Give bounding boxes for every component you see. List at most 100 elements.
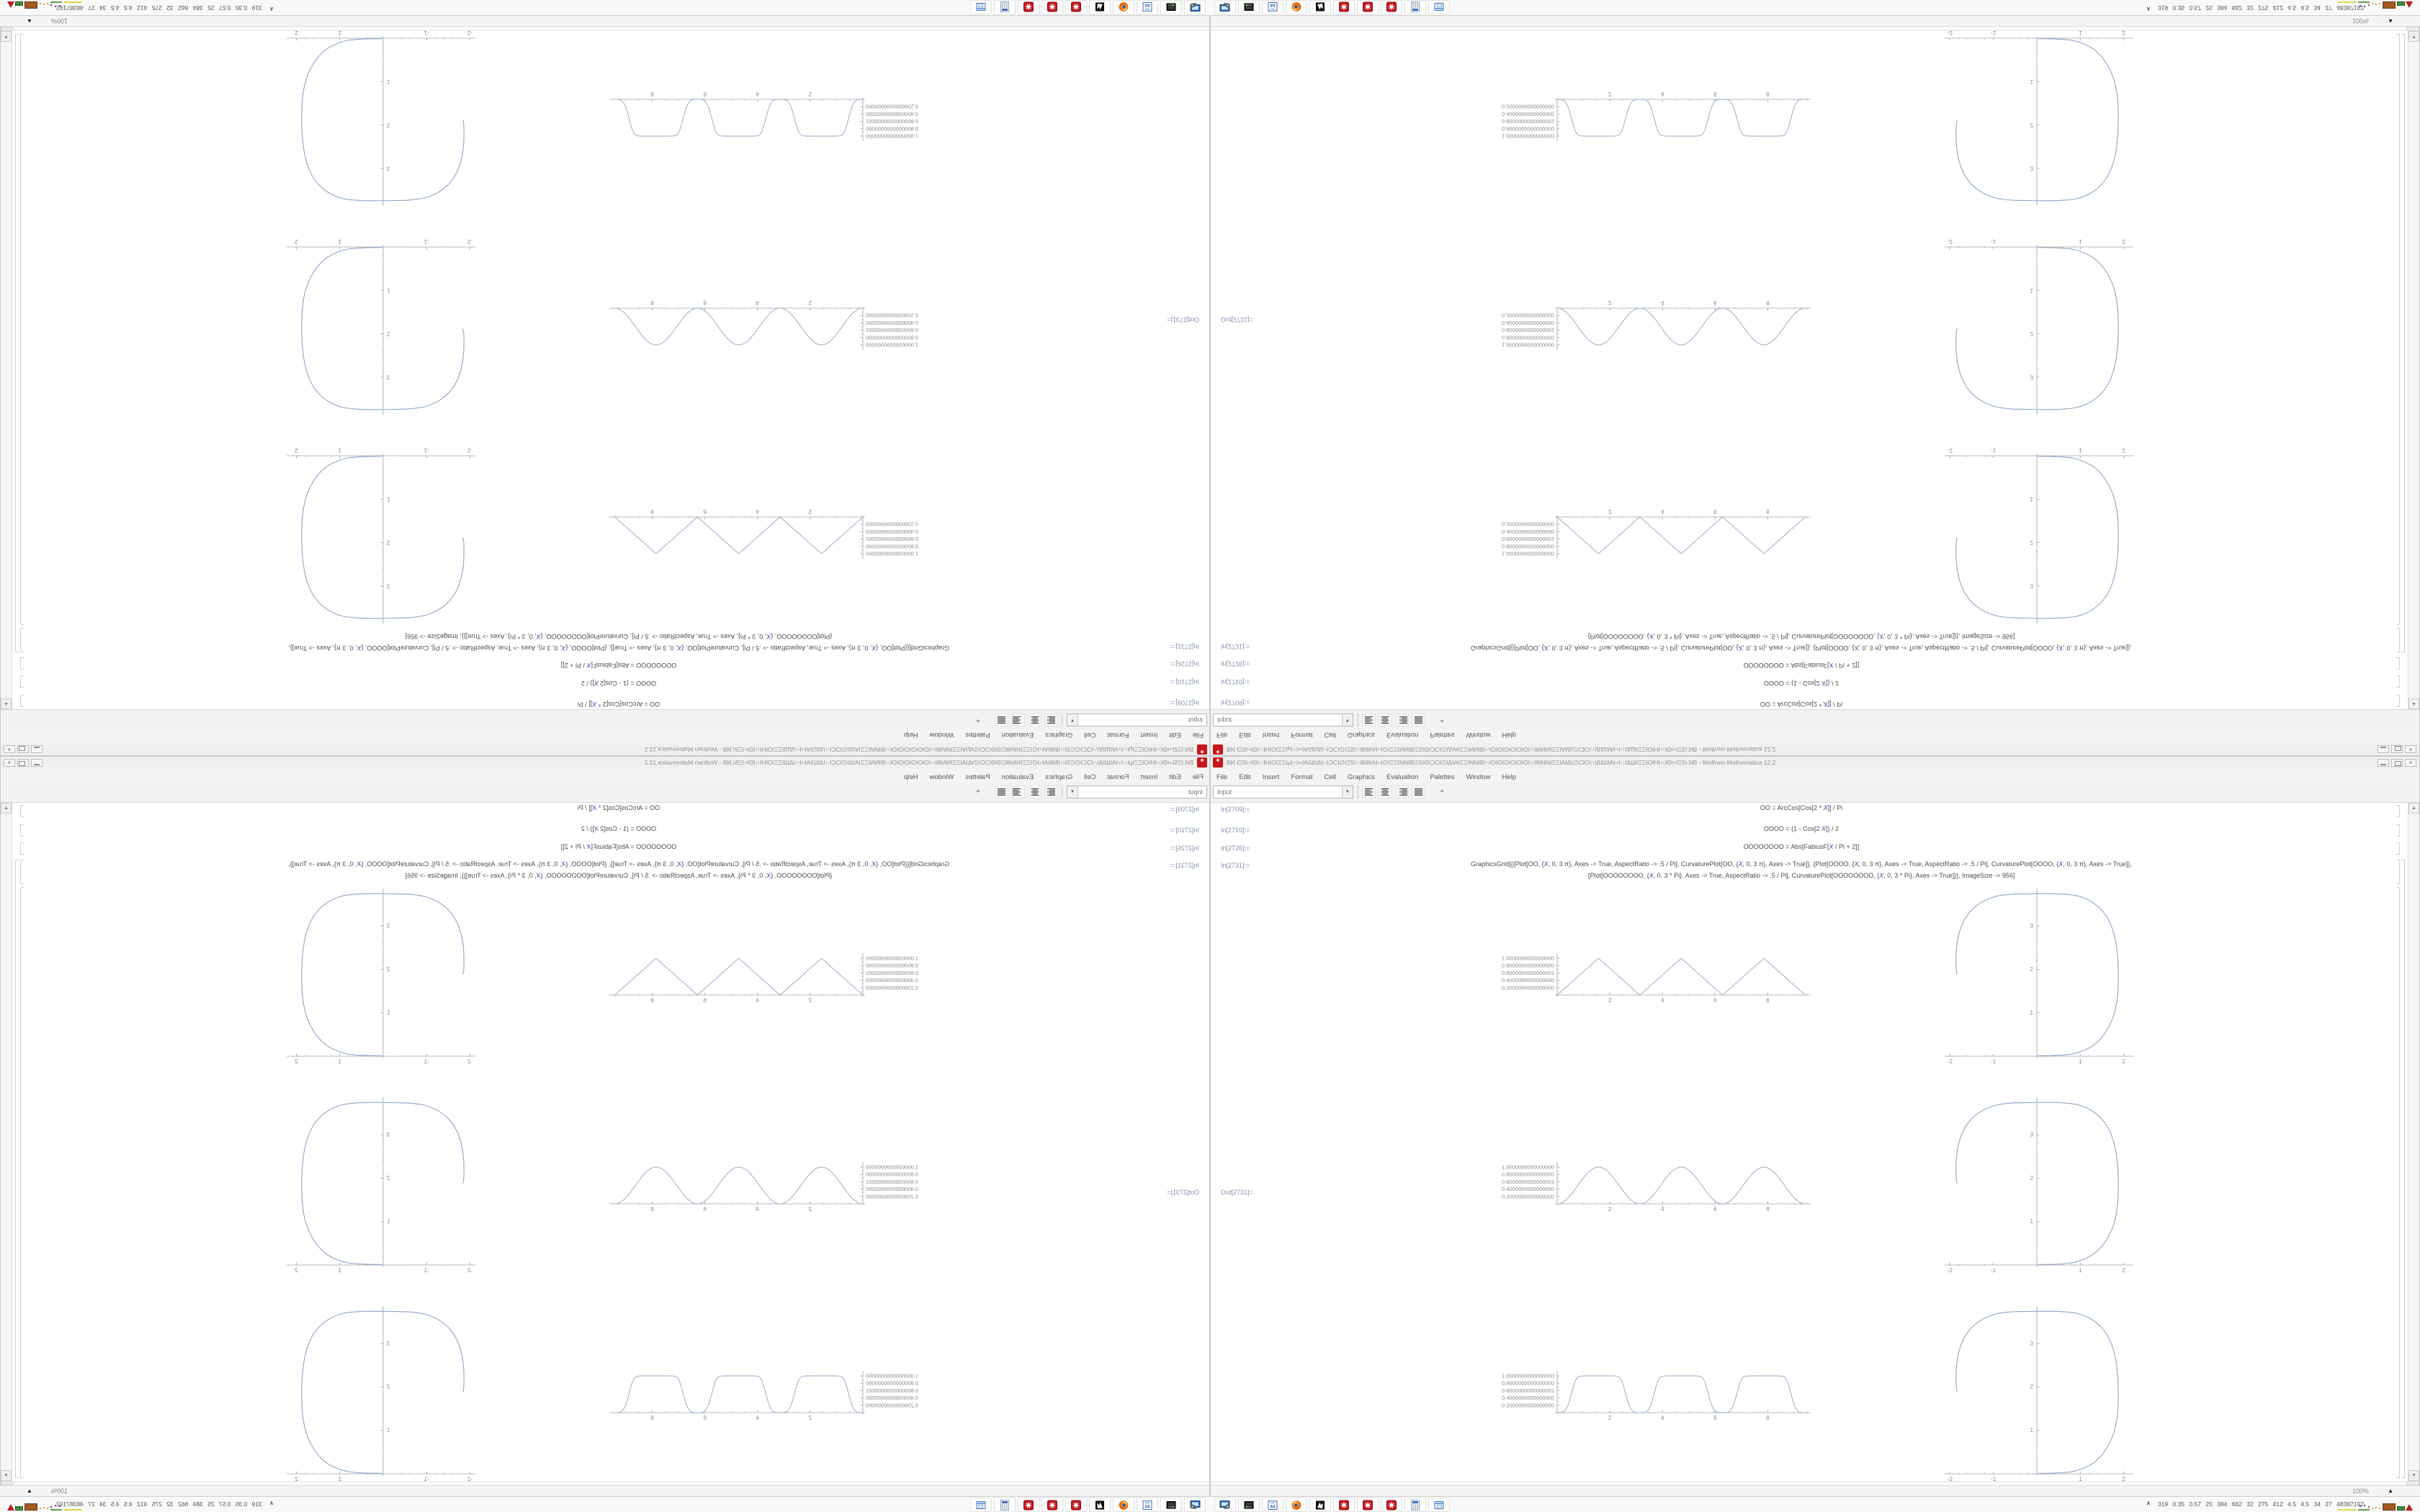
chevron-down-icon[interactable]: ▼: [1342, 714, 1353, 726]
menu-item-file[interactable]: File: [1216, 731, 1228, 739]
cell-style-dropdown[interactable]: Input ▼: [1067, 714, 1207, 726]
restore-button[interactable]: [2391, 759, 2403, 767]
chevron-down-icon[interactable]: ▼: [1067, 786, 1078, 798]
close-button[interactable]: ×: [4, 745, 15, 753]
taskbar-icon-backup-64[interactable]: 64: [1262, 0, 1283, 14]
taskbar-icon-firefox[interactable]: [1286, 1498, 1307, 1512]
taskbar-icon-mathematica-3[interactable]: [1381, 1498, 1402, 1512]
input-cell-2709[interactable]: OO = ArcCos[Cos[2 * X]] / Pi: [1760, 804, 1843, 811]
menu-item-edit[interactable]: Edit: [1169, 731, 1181, 739]
input-cell-2709[interactable]: OO = ArcCos[Cos[2 * X]] / Pi: [577, 804, 660, 811]
menu-item-cell[interactable]: Cell: [1084, 731, 1096, 739]
cell-bracket[interactable]: [2396, 695, 2400, 707]
close-button[interactable]: ×: [4, 759, 15, 767]
taskbar-icon-disk-utility[interactable]: [1160, 0, 1182, 14]
output-cell-bracket[interactable]: [2396, 34, 2400, 625]
magnification-value[interactable]: 100%: [51, 17, 68, 24]
cell-bracket[interactable]: [20, 860, 24, 884]
taskbar-icon-mathematica-3[interactable]: [1381, 0, 1402, 14]
title-bar[interactable]: * ВИ.ΙΞ5Ι÷ΙΘΙ∩ΙΗΙΟΙΞΞΙμΙ∩Ι÷ΙΑΙШΙΔΙ∩ΙƆCΙ∅…: [1211, 757, 2419, 769]
menu-item-help[interactable]: Help: [904, 731, 918, 739]
horizontal-scrollbar[interactable]: [1211, 27, 2408, 31]
input-cell-2710[interactable]: OOOO = (1 - Cos[2 X]) / 2: [1763, 680, 1839, 687]
taskbar-icon-virtual-desktop[interactable]: [1428, 0, 1450, 14]
align-justify-icon[interactable]: [1412, 786, 1425, 798]
restore-button[interactable]: [2391, 745, 2403, 753]
cell-bracket[interactable]: [2396, 657, 2400, 670]
toolbar-collapse-arrow-icon[interactable]: ◂: [977, 718, 980, 725]
cell-bracket[interactable]: [20, 675, 24, 688]
cell-bracket[interactable]: [2396, 675, 2400, 688]
cell-bracket[interactable]: [20, 842, 24, 855]
horizontal-scrollbar[interactable]: [1211, 1481, 2408, 1485]
tray-chevron-icon[interactable]: ∧: [269, 1500, 274, 1506]
cell-bracket[interactable]: [20, 695, 24, 707]
cell-group-bracket[interactable]: [2401, 34, 2405, 652]
taskbar-icon-firefox[interactable]: [1113, 0, 1134, 14]
magnification-menu-icon[interactable]: ▲: [2388, 18, 2393, 24]
menu-item-window[interactable]: Window: [929, 731, 954, 739]
taskbar-icon-firefox[interactable]: [1286, 0, 1307, 14]
cell-style-dropdown[interactable]: Input ▼: [1213, 714, 1353, 726]
minimize-button[interactable]: [31, 759, 42, 767]
input-cell-2709[interactable]: OO = ArcCos[Cos[2 * X]] / Pi: [577, 701, 660, 708]
cell-group-bracket[interactable]: [15, 34, 19, 652]
toolbar-collapse-arrow-icon[interactable]: ◂: [977, 787, 980, 794]
taskbar-icon-calculator[interactable]: [1404, 1498, 1426, 1512]
cell-style-dropdown[interactable]: Input ▼: [1067, 786, 1207, 798]
toolbar-collapse-arrow-icon[interactable]: ◂: [1440, 718, 1443, 725]
output-cell-bracket[interactable]: [20, 887, 24, 1478]
align-right-icon[interactable]: [1011, 786, 1025, 798]
taskbar-icon-calculator[interactable]: [994, 1498, 1016, 1512]
cell-bracket[interactable]: [2396, 628, 2400, 652]
input-cell-2731-line2[interactable]: {Plot[OOOOOOOO, {X, 0, 3 * Pi}, Axes -> …: [1587, 633, 2015, 640]
taskbar-icon-disk-utility[interactable]: [1238, 0, 1260, 14]
align-justify-icon[interactable]: [995, 714, 1008, 726]
scroll-up-icon[interactable]: ▲: [2408, 803, 2419, 814]
input-cell-2731-line2[interactable]: {Plot[OOOOOOOO, {X, 0, 3 * Pi}, Axes -> …: [405, 872, 833, 879]
menu-item-palettes[interactable]: Palettes: [1430, 773, 1455, 781]
menu-item-insert[interactable]: Insert: [1262, 731, 1280, 739]
taskbar-icon-gimp-wolf[interactable]: [1089, 0, 1111, 14]
cell-bracket[interactable]: [2396, 842, 2400, 855]
input-cell-2710[interactable]: OOOO = (1 - Cos[2 X]) / 2: [581, 825, 657, 832]
menu-item-window[interactable]: Window: [1466, 773, 1491, 781]
taskbar-icon-mathematica-1[interactable]: [1333, 0, 1355, 14]
taskbar-icon-firefox[interactable]: [1113, 1498, 1134, 1512]
align-right-icon[interactable]: [1011, 714, 1025, 726]
vertical-scrollbar[interactable]: ▲ ▼: [2408, 31, 2419, 709]
taskbar-icon-mathematica-1[interactable]: [1065, 1498, 1087, 1512]
horizontal-scrollbar[interactable]: [12, 27, 1209, 31]
taskbar-icon-disk-utility[interactable]: [1238, 1498, 1260, 1512]
taskbar-icon-mathematica-3[interactable]: [1018, 0, 1039, 14]
align-left-icon[interactable]: [1044, 786, 1058, 798]
input-cell-2726[interactable]: OOOOOOOO = Abs[FabiusF[X / Pi + 2]]: [1743, 662, 1860, 669]
taskbar-icon-mathematica-3[interactable]: [1018, 1498, 1039, 1512]
taskbar-icon-virtual-desktop[interactable]: [970, 1498, 992, 1512]
input-cell-2731-line2[interactable]: {Plot[OOOOOOOO, {X, 0, 3 * Pi}, Axes -> …: [1587, 872, 2015, 879]
taskbar-icon-backup-64[interactable]: 64: [1262, 1498, 1283, 1512]
chevron-down-icon[interactable]: ▼: [1342, 786, 1353, 798]
align-center-icon[interactable]: [1028, 714, 1041, 726]
cell-bracket[interactable]: [20, 628, 24, 652]
cell-bracket[interactable]: [20, 657, 24, 670]
menu-item-cell[interactable]: Cell: [1324, 731, 1336, 739]
taskbar-icon-mathematica-1[interactable]: [1065, 0, 1087, 14]
taskbar-icon-mathematica-1[interactable]: [1333, 1498, 1355, 1512]
scroll-down-icon[interactable]: ▼: [2408, 1470, 2419, 1481]
tray-chevron-icon[interactable]: ∧: [269, 6, 274, 12]
input-cell-2731-line1[interactable]: GraphicsGrid[{{Plot[OO, {X, 0, 3 π}, Axe…: [1471, 644, 2132, 652]
tray-chevron-icon[interactable]: ∧: [2146, 1500, 2151, 1506]
align-center-icon[interactable]: [1379, 786, 1392, 798]
taskbar-icon-mathematica-2[interactable]: [1357, 0, 1379, 14]
notebook-content[interactable]: 2 4 6 8 1.0000000000000000 0.8000000000000000…: [1211, 31, 2408, 709]
taskbar-icon-system-monitor[interactable]: [1214, 0, 1236, 14]
taskbar-icon-calculator[interactable]: [994, 0, 1016, 14]
title-bar[interactable]: * ВИ.ΙΞ5Ι÷ΙΘΙ∩ΙΗΙΟΙΞΞΙμΙ∩Ι÷ΙΑΙШΙΔΙ∩ΙƆCΙ∅…: [1, 757, 1209, 769]
toolbar-collapse-arrow-icon[interactable]: ◂: [1440, 787, 1443, 794]
cell-bracket[interactable]: [2396, 824, 2400, 837]
align-left-icon[interactable]: [1044, 714, 1058, 726]
output-cell-bracket[interactable]: [20, 34, 24, 625]
notebook-content[interactable]: 2 4 6 8 1.0000000000000000 0.8000000000000000…: [12, 803, 1209, 1481]
tray-chevron-icon[interactable]: ∧: [2146, 6, 2151, 12]
